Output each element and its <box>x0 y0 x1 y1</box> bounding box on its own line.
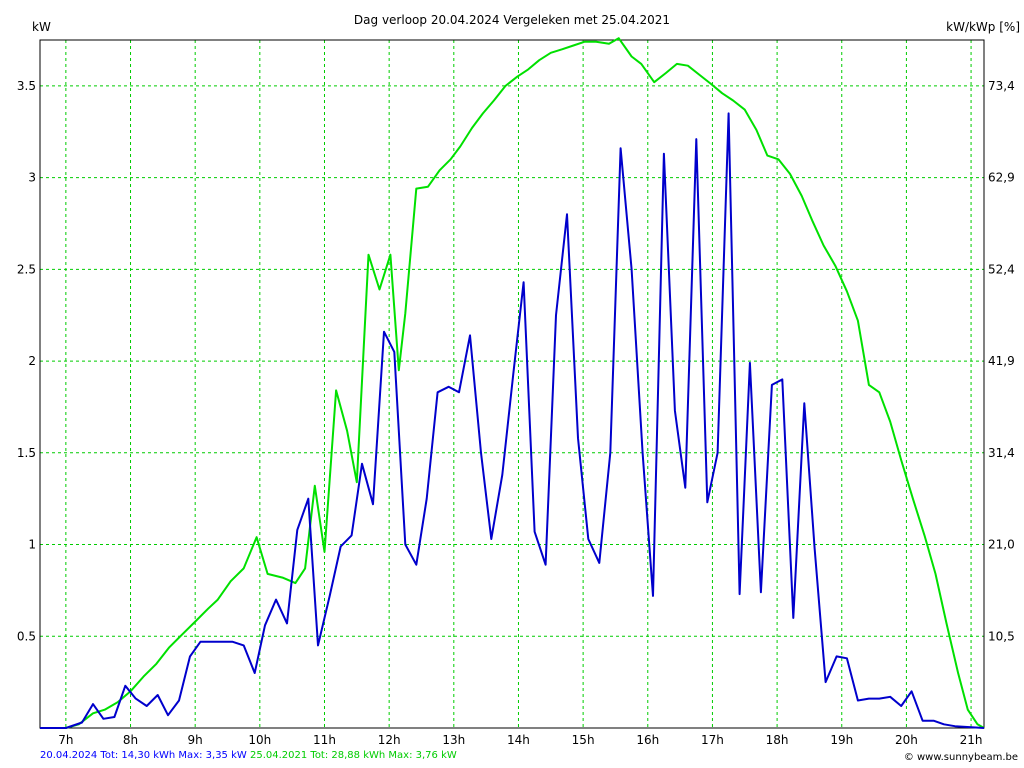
y-axis-right-ticks: 10,5 21,0 31,4 41,9 52,4 62,9 73,4 <box>988 79 1015 643</box>
y-tick-label-right: 41,9 <box>988 354 1015 368</box>
x-tick-label: 21h <box>960 733 983 747</box>
x-tick-label: 9h <box>188 733 203 747</box>
y-tick-label-left: 0.5 <box>17 629 36 643</box>
y-tick-label-left: 3.5 <box>17 79 36 93</box>
y-tick-label-right: 52,4 <box>988 262 1015 276</box>
x-tick-label: 8h <box>123 733 138 747</box>
series-lines <box>40 37 985 729</box>
y-tick-label-right: 10,5 <box>988 629 1015 643</box>
x-tick-label: 18h <box>766 733 789 747</box>
chart-title: Dag verloop 20.04.2024 Vergeleken met 25… <box>354 13 670 27</box>
y-axis-left-label: kW <box>32 20 51 34</box>
y-tick-label-left: 3 <box>28 171 36 185</box>
y-tick-label-left: 2.5 <box>17 262 36 276</box>
credit-text: © www.sunnybeam.be <box>903 752 1018 763</box>
x-tick-label: 11h <box>313 733 336 747</box>
y-tick-label-right: 62,9 <box>988 171 1015 185</box>
legend-series-2024: 20.04.2024 Tot: 14,30 kWh Max: 3,35 kW <box>40 750 247 761</box>
x-tick-label: 13h <box>442 733 465 747</box>
x-tick-label: 10h <box>248 733 271 747</box>
series-line-25-04-2021 <box>40 37 985 729</box>
legend-series-2021: 25.04.2021 Tot: 28,88 kWh Max: 3,76 kW <box>249 750 457 761</box>
x-tick-label: 15h <box>572 733 595 747</box>
series-line-20-04-2024 <box>40 112 985 729</box>
x-tick-label: 19h <box>830 733 853 747</box>
y-tick-label-right: 31,4 <box>988 446 1015 460</box>
grid <box>40 40 984 728</box>
x-axis-ticks: 7h 8h 9h 10h 11h 12h 13h 14h 15h 16h 17h 18h 19h 20h 2… <box>58 733 982 747</box>
x-tick-label: 14h <box>507 733 530 747</box>
x-tick-label: 20h <box>895 733 918 747</box>
x-tick-label: 7h <box>58 733 73 747</box>
plot-frame <box>39 39 985 729</box>
y-axis-right-label: kW/kWp [%] <box>946 20 1020 34</box>
x-tick-label: 16h <box>636 733 659 747</box>
legend-summary: 20.04.2024 Tot: 14,30 kWh Max: 3,35 kW 2… <box>40 750 457 761</box>
y-tick-label-right: 21,0 <box>988 538 1015 552</box>
y-tick-label-left: 1.5 <box>17 446 36 460</box>
x-tick-label: 12h <box>378 733 401 747</box>
y-axis-left-ticks: 0.5 1 1.5 2 2.5 3 3.5 <box>17 79 36 643</box>
y-tick-label-right: 73,4 <box>988 79 1015 93</box>
x-tick-label: 17h <box>701 733 724 747</box>
y-tick-label-left: 1 <box>28 538 36 552</box>
y-tick-label-left: 2 <box>28 354 36 368</box>
